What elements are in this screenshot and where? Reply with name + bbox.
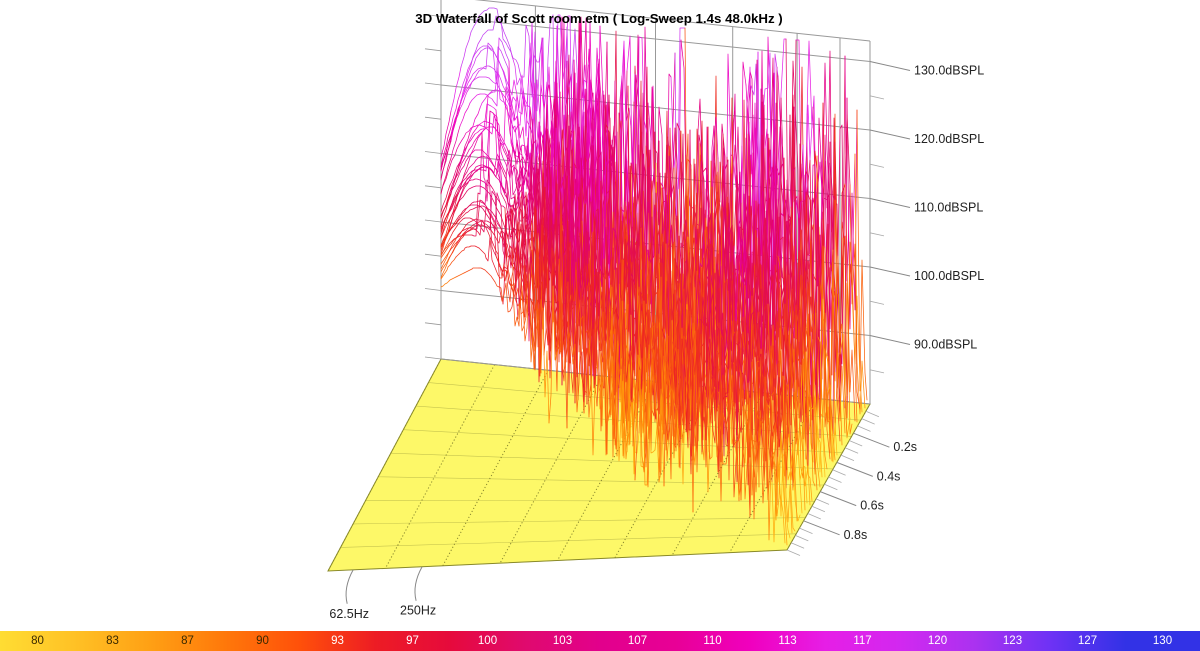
svg-text:93: 93 [331,635,344,647]
svg-text:97: 97 [406,635,419,647]
svg-text:113: 113 [778,635,796,647]
svg-text:120: 120 [928,635,947,647]
svg-text:90: 90 [256,635,269,647]
svg-text:62.5Hz: 62.5Hz [329,607,369,621]
svg-text:110: 110 [703,635,721,647]
svg-text:117: 117 [853,635,871,647]
svg-text:83: 83 [106,635,119,647]
svg-text:87: 87 [181,635,194,647]
svg-text:100: 100 [478,635,497,647]
svg-text:100.0dBSPL: 100.0dBSPL [914,269,984,283]
svg-text:250Hz: 250Hz [400,604,436,618]
svg-text:0.4s: 0.4s [877,469,901,483]
svg-text:107: 107 [628,635,647,647]
svg-text:80: 80 [31,635,44,647]
svg-text:123: 123 [1003,635,1022,647]
svg-text:130.0dBSPL: 130.0dBSPL [914,64,984,78]
svg-text:0.2s: 0.2s [893,440,917,454]
svg-text:120.0dBSPL: 120.0dBSPL [914,132,984,146]
svg-text:110.0dBSPL: 110.0dBSPL [914,201,983,215]
svg-text:3D Waterfall of Scott room.etm: 3D Waterfall of Scott room.etm ( Log-Swe… [415,11,782,26]
svg-text:103: 103 [553,635,572,647]
svg-text:90.0dBSPL: 90.0dBSPL [914,338,977,352]
svg-text:127: 127 [1078,635,1097,647]
svg-text:0.6s: 0.6s [860,499,884,513]
svg-text:0.8s: 0.8s [844,528,868,542]
svg-text:130: 130 [1153,635,1172,647]
